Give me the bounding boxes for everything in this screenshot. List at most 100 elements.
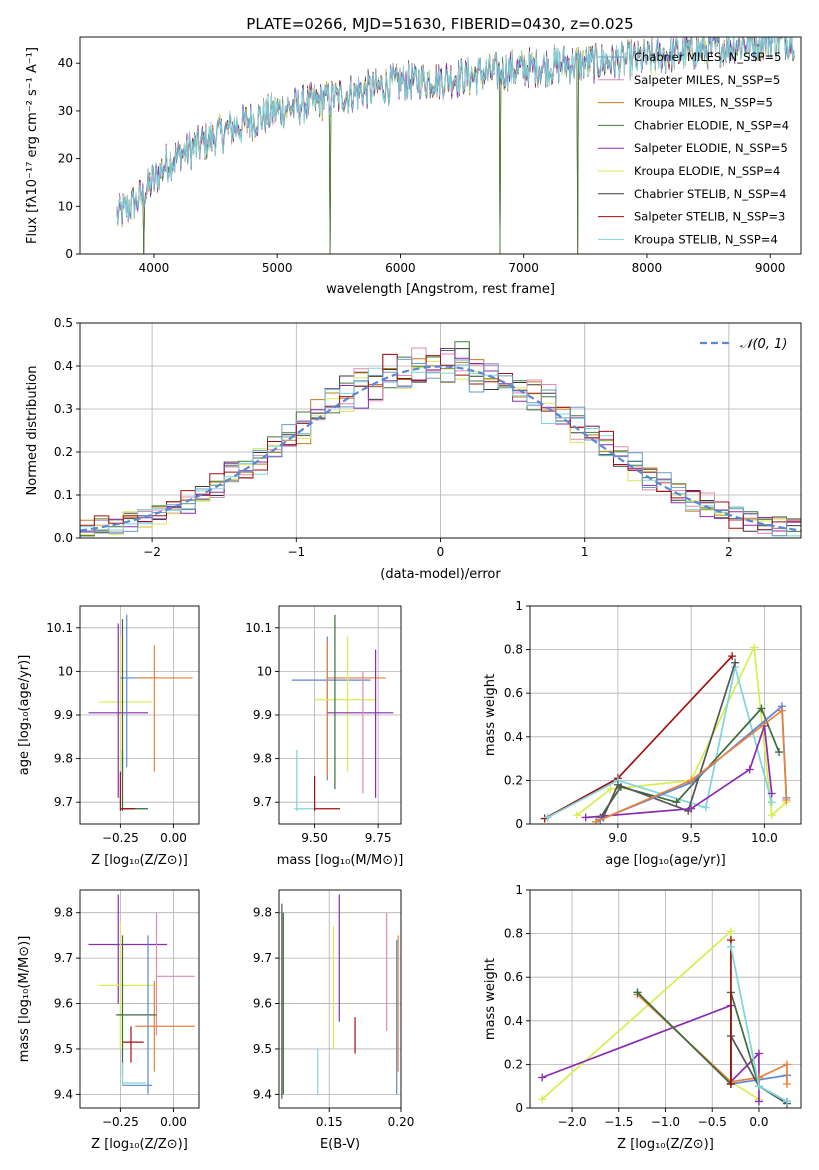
x-tick-label: 0 bbox=[437, 545, 445, 559]
plus-marker bbox=[606, 785, 615, 794]
plus-marker bbox=[687, 804, 696, 813]
panel-mass_vs_Z: −0.25 0.00 9.4 9.5 9.6 9.7 9.8 Z [log₁₀(Z/Z⊙)] m… bbox=[17, 889, 200, 1152]
plus-marker bbox=[775, 748, 784, 757]
legend-label: Chabrier ELODIE, N_SSP=4 bbox=[634, 118, 789, 132]
weight-series-line bbox=[541, 1004, 760, 1102]
y-tick-label: 9.7 bbox=[253, 795, 272, 809]
x-tick-label: 0.20 bbox=[388, 1115, 415, 1129]
plus-marker bbox=[672, 798, 681, 807]
y-axis-label: mass weight bbox=[483, 674, 498, 756]
y-axis-label: age [log₁₀(age/yr)] bbox=[17, 655, 32, 776]
legend-label: Salpeter ELODIE, N_SSP=5 bbox=[634, 141, 788, 155]
x-tick-label: −0.25 bbox=[102, 1115, 139, 1129]
plus-marker bbox=[757, 704, 766, 713]
y-tick-label: 0.8 bbox=[504, 927, 523, 941]
plus-marker bbox=[687, 776, 696, 785]
axes-frame bbox=[278, 889, 402, 1109]
grid bbox=[279, 890, 402, 1108]
weight-series-line bbox=[599, 704, 788, 821]
y-tick-label: 0.3 bbox=[54, 402, 73, 416]
y-tick-label: 10 bbox=[58, 664, 73, 678]
y-tick-label: 40 bbox=[58, 56, 73, 70]
y-tick-label: 9.7 bbox=[54, 951, 73, 965]
y-tick-label: 0 bbox=[515, 817, 523, 831]
x-axis-label: Z [log₁₀(Z/Z⊙)] bbox=[617, 1137, 714, 1152]
y-tick-label: 9.4 bbox=[54, 1087, 73, 1101]
panel-mass_vs_ebv: 0.15 0.20 9.4 9.5 9.6 9.7 9.8 E(B-V) bbox=[253, 889, 415, 1152]
errorbar-point bbox=[88, 623, 148, 798]
errorbar-point bbox=[122, 935, 153, 1095]
errorbar-point bbox=[326, 640, 386, 777]
panel-weight_vs_age: 9.0 9.5 10.0 0 0.2 0.4 0.6 0.8 1 age [log₁₀(age/y… bbox=[483, 599, 802, 868]
y-tick-label: 9.7 bbox=[54, 795, 73, 809]
y-tick-label: 9.6 bbox=[54, 997, 73, 1011]
legend-label: Kroupa STELIB, N_SSP=4 bbox=[634, 232, 778, 246]
errorbar-point bbox=[116, 935, 157, 1077]
errorbar-point bbox=[121, 749, 146, 811]
y-tick-label: 1 bbox=[515, 883, 523, 897]
x-tick-label: 10.0 bbox=[751, 831, 778, 845]
plus-marker bbox=[591, 817, 600, 824]
plus-marker bbox=[782, 1097, 791, 1106]
errorbar-point bbox=[314, 636, 376, 772]
panel-age_vs_Z: −0.25 0.00 9.7 9.8 9.9 10 10.1 Z [log₁₀(Z/Z⊙)] a… bbox=[17, 605, 200, 868]
axes-frame bbox=[79, 889, 200, 1109]
axes-frame bbox=[529, 605, 802, 825]
plus-marker bbox=[726, 927, 735, 936]
x-axis-label: wavelength [Angstrom, rest frame] bbox=[326, 282, 555, 297]
weight-series-line bbox=[576, 644, 787, 818]
y-tick-label: 10.1 bbox=[245, 621, 272, 635]
y-tick-label: 9.9 bbox=[54, 708, 73, 722]
errorbar-point bbox=[121, 1062, 146, 1086]
plot-area bbox=[538, 927, 791, 1108]
y-tick-label: 9.8 bbox=[54, 906, 73, 920]
grid bbox=[279, 606, 401, 824]
grid bbox=[530, 889, 801, 1109]
y-tick-label: 0.0 bbox=[54, 531, 73, 545]
x-tick-label: 0.00 bbox=[160, 1115, 187, 1129]
y-tick-label: 0 bbox=[65, 247, 73, 261]
errorbar-point bbox=[327, 649, 394, 798]
y-tick-label: 9.9 bbox=[253, 708, 272, 722]
y-tick-label: 20 bbox=[58, 152, 73, 166]
axes-frame bbox=[278, 605, 402, 825]
y-tick-label: 9.8 bbox=[253, 906, 272, 920]
errorbar-point bbox=[313, 776, 340, 811]
errorbar-point bbox=[88, 894, 168, 1004]
y-axis-label: Flux [fλ10⁻¹⁷ erg cm⁻² s⁻¹ A⁻¹] bbox=[25, 47, 40, 244]
legend-label: Chabrier MILES, N_SSP=5 bbox=[634, 50, 781, 64]
plus-marker bbox=[701, 803, 710, 812]
errorbar-point bbox=[294, 749, 315, 811]
legend-label: Kroupa MILES, N_SSP=5 bbox=[634, 96, 773, 110]
legend-label: Salpeter MILES, N_SSP=5 bbox=[634, 73, 780, 87]
plot-area bbox=[540, 643, 791, 824]
weight-series-line bbox=[541, 929, 760, 1101]
y-tick-label: 0 bbox=[515, 1101, 523, 1115]
x-axis-label: age [log₁₀(age/yr)] bbox=[605, 853, 726, 868]
y-tick-label: 10 bbox=[257, 664, 272, 678]
y-tick-label: 9.5 bbox=[253, 1042, 272, 1056]
errorbar-point bbox=[135, 645, 193, 772]
x-tick-label: 8000 bbox=[632, 261, 663, 275]
plus-marker bbox=[538, 1073, 547, 1082]
x-tick-label: 9.75 bbox=[365, 831, 392, 845]
x-tick-label: 9.50 bbox=[301, 831, 328, 845]
plus-marker bbox=[782, 796, 791, 805]
weight-series-line bbox=[602, 662, 736, 818]
panel-spectrum: 4000 5000 6000 7000 8000 9000 0 10 20 30 40 wavelen… bbox=[25, 15, 802, 297]
plus-marker bbox=[767, 789, 776, 798]
plus-marker bbox=[728, 652, 737, 661]
axes-frame bbox=[529, 889, 802, 1109]
plot-area bbox=[291, 614, 394, 811]
x-tick-label: 5000 bbox=[262, 261, 293, 275]
x-tick-label: −0.5 bbox=[698, 1115, 727, 1129]
plus-marker bbox=[633, 988, 642, 997]
y-tick-label: 9.6 bbox=[253, 997, 272, 1011]
x-axis-label: E(B-V) bbox=[320, 1137, 360, 1152]
y-tick-label: 10 bbox=[58, 199, 73, 213]
legend-label: Chabrier STELIB, N_SSP=4 bbox=[634, 187, 786, 201]
plus-marker bbox=[777, 706, 786, 715]
y-tick-label: 9.5 bbox=[54, 1042, 73, 1056]
y-tick-label: 0.4 bbox=[54, 359, 73, 373]
